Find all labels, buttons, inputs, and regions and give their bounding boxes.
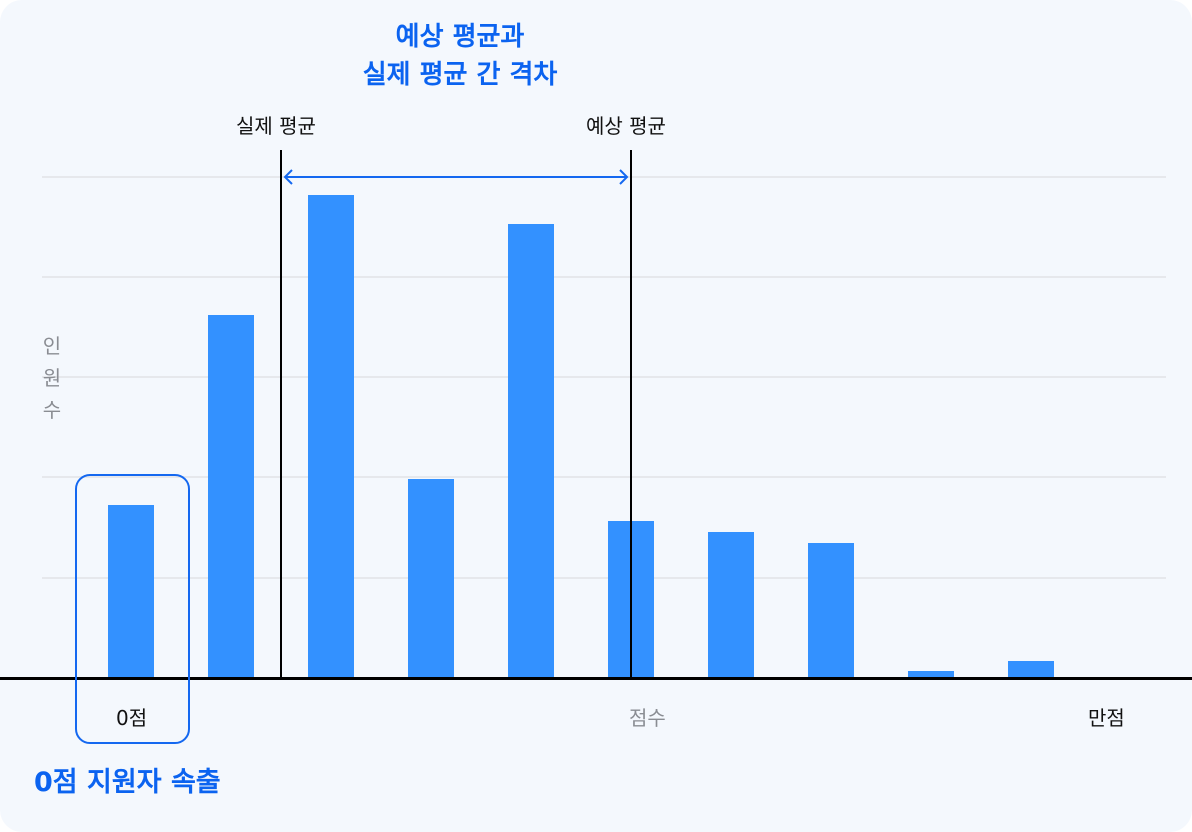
actual-mean-line <box>280 150 282 678</box>
bar-1 <box>208 315 254 678</box>
gridline <box>42 577 1166 579</box>
gridline <box>42 376 1166 378</box>
y-axis-char: 수 <box>42 398 62 422</box>
bar-9 <box>1008 661 1054 678</box>
x-axis-label: 점수 <box>629 706 666 730</box>
zero-score-highlight-box <box>75 474 190 744</box>
bar-0 <box>108 505 154 678</box>
zero-score-callout: 0점 지원자 속출 <box>34 767 221 798</box>
gridline <box>42 276 1166 278</box>
bar-7 <box>808 543 854 678</box>
y-axis-char: 인 <box>42 334 62 358</box>
expected-mean-label: 예상 평균 <box>586 114 666 138</box>
x-tick-max: 만점 <box>1088 706 1125 730</box>
chart-title: 예상 평균과 실제 평균 간 격차 <box>300 18 620 94</box>
bar-8 <box>908 671 954 678</box>
chart-title-line1: 예상 평균과 <box>395 22 525 52</box>
bar-3 <box>408 479 454 678</box>
bar-4 <box>508 224 554 678</box>
gap-double-arrow-icon <box>283 169 629 185</box>
expected-mean-line <box>630 150 632 678</box>
chart-title-line2: 실제 평균 간 격차 <box>362 60 558 90</box>
bar-6 <box>708 532 754 678</box>
x-axis-line <box>0 677 1192 680</box>
bar-2 <box>308 195 354 678</box>
x-tick-zero: 0점 <box>116 706 148 730</box>
y-axis-label: 인 원 수 <box>40 330 64 426</box>
y-axis-char: 원 <box>42 366 62 390</box>
gridline <box>42 476 1166 478</box>
actual-mean-label: 실제 평균 <box>236 114 316 138</box>
